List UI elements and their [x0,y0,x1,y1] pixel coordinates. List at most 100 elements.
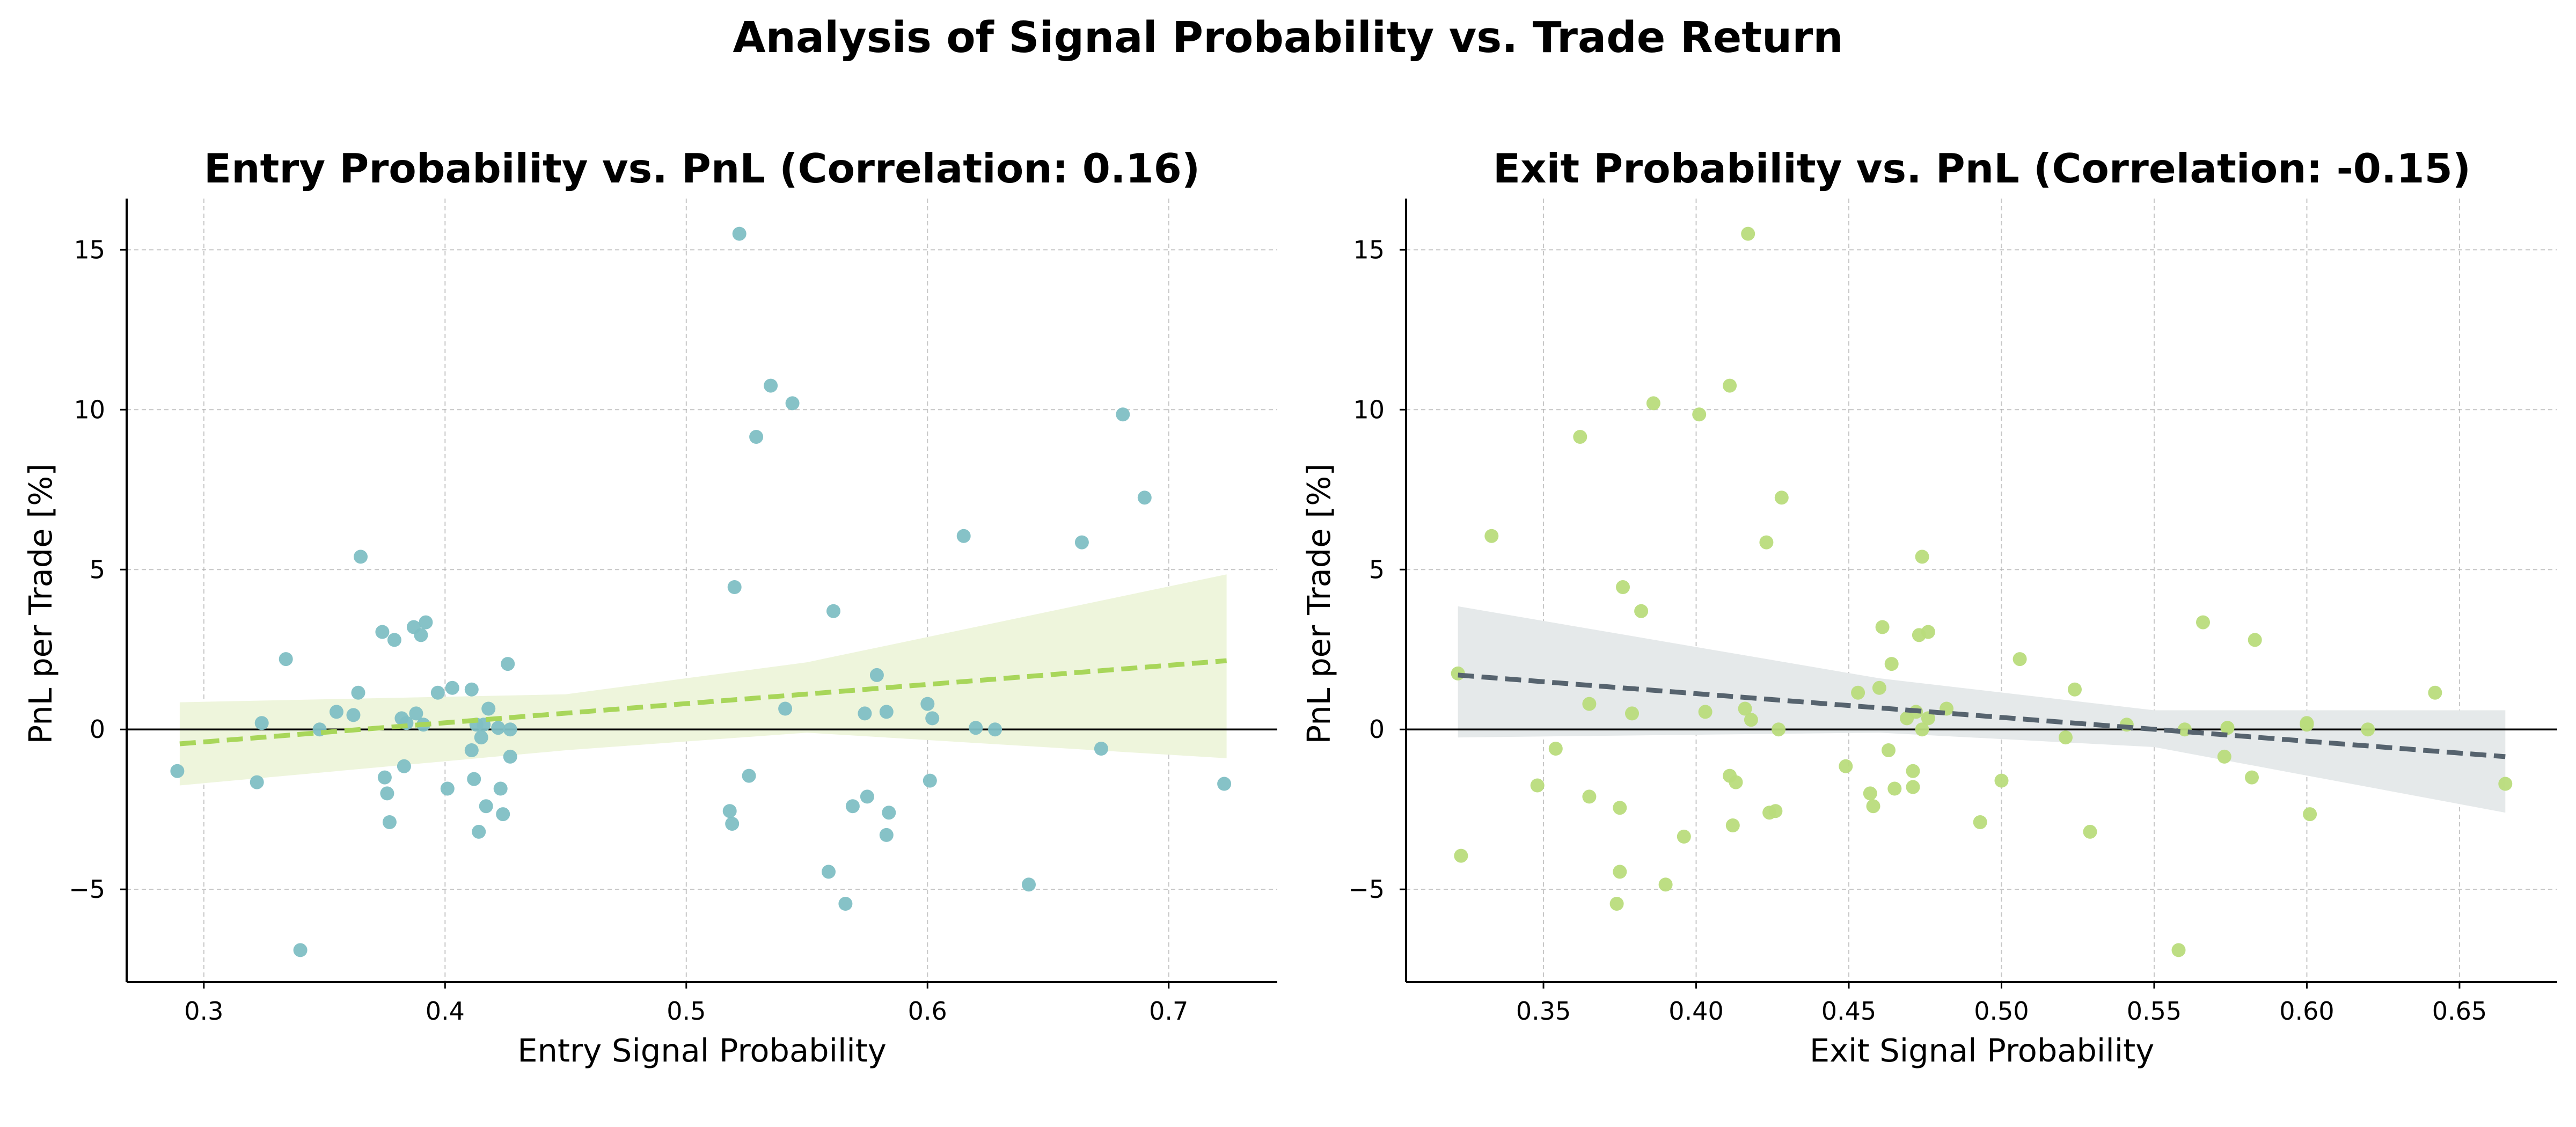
scatter-point [254,716,269,730]
scatter-point [1772,722,1786,737]
confidence-band [179,574,1227,786]
scatter-point [1866,799,1880,814]
scatter-point [2300,718,2314,732]
scatter-point [1677,829,1691,844]
x-axis-label: Entry Signal Probability [517,1032,887,1069]
scatter-point [2428,685,2442,700]
y-tick-label: 15 [74,235,105,264]
scatter-point [351,685,365,700]
scatter-point [879,828,894,842]
scatter-point [727,580,742,594]
scatter-point [250,775,264,789]
scatter-points [170,226,1232,957]
scatter-point [1484,529,1499,543]
y-tick-label: 0 [90,715,105,744]
scatter-point [2217,749,2231,764]
scatter-point [1616,580,1630,594]
entry-probability-panel: Entry Probability vs. PnL (Correlation: … [22,145,1277,1069]
scatter-point [732,226,747,241]
scatter-point [1729,775,1743,789]
scatter-point [1915,550,1929,564]
scatter-point [882,806,896,820]
scatter-point [1887,781,1902,796]
scatter-point [501,657,515,671]
scatter-point [1863,786,1877,801]
scatter-point [1582,697,1597,711]
scatter-point [409,706,423,721]
scatter-point [2220,721,2235,735]
x-tick-label: 0.60 [2279,997,2334,1026]
scatter-point [1973,815,1987,829]
scatter-point [279,652,293,667]
scatter-point [464,743,479,757]
scatter-point [414,628,428,642]
scatter-point [1634,604,1649,618]
y-tick-label: 10 [1353,395,1385,424]
panel-title: Entry Probability vs. PnL (Correlation: … [204,145,1200,192]
scatter-point [474,730,488,745]
figure-title: Analysis of Signal Probability vs. Trade… [733,13,1843,62]
scatter-point [430,685,445,700]
scatter-point [481,701,496,716]
scatter-point [725,817,740,831]
scatter-point [170,764,185,778]
scatter-point [1698,705,1713,719]
scatter-point [1530,778,1545,793]
scatter-point [503,749,517,764]
scatter-point [858,706,872,721]
scatter-point [920,697,935,711]
scatter-point [1875,620,1890,634]
x-tick-label: 0.50 [1974,997,2029,1026]
panel-title: Exit Probability vs. PnL (Correlation: -… [1493,145,2471,192]
y-tick-label: 10 [74,395,105,424]
scatter-point [1906,764,1920,778]
scatter-point [491,721,506,735]
scatter-point [838,897,853,911]
scatter-point [1774,491,1789,505]
scatter-points [1451,226,2513,957]
scatter-point [2012,652,2027,667]
scatter-point [493,781,508,796]
scatter-point [1759,535,1774,550]
scatter-point [2059,730,2073,745]
scatter-point [397,759,411,773]
scatter-point [2068,682,2082,697]
scatter-point [1921,711,1935,726]
y-tick-label: −5 [69,875,105,904]
scatter-point [1744,713,1758,727]
scatter-point [387,633,401,647]
scatter-point [375,625,390,639]
scatter-point [1882,743,1896,757]
scatter-point [826,604,840,618]
scatter-point [1738,701,1752,716]
scatter-point [2303,807,2317,822]
x-tick-label: 0.55 [2127,997,2182,1026]
x-tick-label: 0.7 [1149,997,1188,1026]
scatter-point [1613,801,1627,815]
scatter-point [382,815,397,829]
y-tick-label: 0 [1369,715,1385,744]
y-tick-label: 5 [1369,555,1385,584]
scatter-point [879,705,894,719]
trend-line [1458,672,2506,759]
scatter-point [1646,396,1660,411]
scatter-point [1768,804,1783,818]
x-tick-label: 0.40 [1668,997,1723,1026]
x-tick-label: 0.3 [184,997,223,1026]
scatter-point [2196,615,2210,630]
scatter-point [1573,430,1587,444]
x-tick-label: 0.35 [1516,997,1571,1026]
scatter-point [925,711,940,726]
scatter-point [1137,491,1152,505]
scatter-point [1074,535,1089,550]
scatter-point [1884,657,1899,671]
scatter-point [440,781,455,796]
scatter-point [742,769,756,783]
scatter-point [988,722,1002,737]
scatter-point [785,396,800,411]
scatter-point [1723,378,1737,393]
scatter-point [722,804,737,818]
scatter-point [472,824,486,839]
scatter-point [330,705,343,719]
